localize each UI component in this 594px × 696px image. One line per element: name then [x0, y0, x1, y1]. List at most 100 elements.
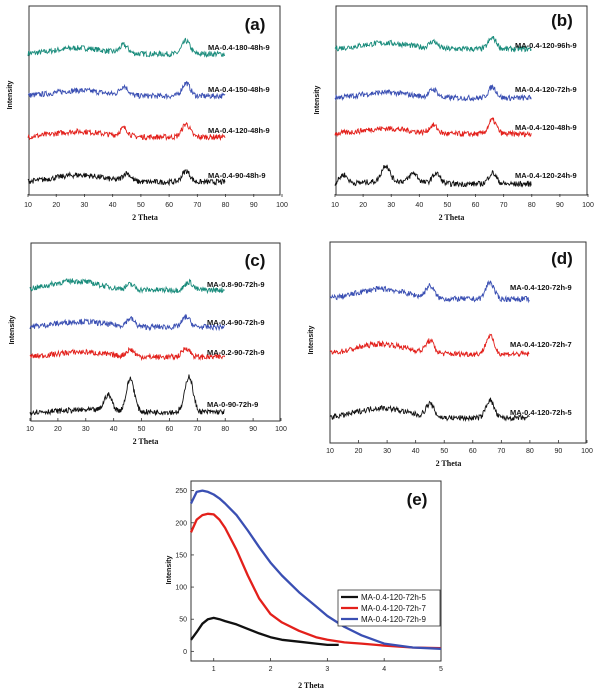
x-tick-label: 10: [331, 202, 339, 209]
xrd-panel-1: 10 20 30 40 50 60 70 80 90 100 2 Theta Intensity (a)…: [7, 5, 288, 222]
x-tick-label: 10: [326, 448, 334, 455]
xrd-panel-3: 10 20 30 40 50 60 70 80 90 100 2 Theta Intensity (c)…: [9, 242, 287, 446]
series-line: [334, 164, 532, 188]
x-tick-label: 70: [193, 426, 201, 433]
x-axis: 1 2 3 4 5: [212, 658, 443, 673]
y-tick-label: 0: [183, 649, 187, 656]
series-line: [29, 313, 226, 332]
legend-entry: MA-0.4-120-72h-7: [361, 604, 426, 613]
x-tick-label: 2: [269, 666, 273, 673]
panel-label: (e): [407, 490, 428, 509]
x-tick-label: 30: [81, 202, 89, 209]
x-tick-label: 5: [439, 666, 443, 673]
x-tick-label: 20: [52, 202, 60, 209]
series-label: MA-0.4-150-48h-9: [208, 85, 270, 94]
x-tick-label: 100: [581, 448, 593, 455]
y-tick-label: 100: [175, 585, 187, 592]
series-label: MA-0.4-120-24h-9: [515, 171, 577, 180]
series-line: [27, 168, 226, 187]
x-tick-label: 60: [166, 426, 174, 433]
x-tick-label: 80: [221, 426, 229, 433]
x-tick-label: 50: [138, 426, 146, 433]
y-axis-label: Intensity: [166, 556, 173, 585]
series-label: MA-0.4-120-72h-9: [510, 283, 572, 292]
x-tick-label: 90: [249, 426, 257, 433]
x-axis-label: 2 Theta: [436, 459, 462, 468]
panel-label: (d): [551, 249, 573, 268]
series-line: [29, 277, 225, 295]
legend: MA-0.4-120-72h-5 MA-0.4-120-72h-7 MA-0.4-1…: [337, 589, 441, 627]
x-tick-label: 60: [165, 202, 173, 209]
panel-label: (c): [245, 251, 266, 270]
x-axis-label: 2 Theta: [439, 213, 465, 222]
series-label: MA-0.4-120-72h-5: [510, 408, 572, 417]
x-tick-label: 80: [222, 202, 230, 209]
series-label: MA-0.2-90-72h-9: [207, 348, 265, 357]
y-axis: 0 50 100 150 200 250: [175, 488, 194, 656]
x-tick-label: 100: [582, 202, 594, 209]
series-line: [29, 346, 226, 362]
y-tick-label: 150: [175, 552, 187, 559]
x-tick-label: 70: [193, 202, 201, 209]
x-tick-label: 40: [109, 202, 117, 209]
series-label: MA-0.4-120-72h-7: [510, 340, 572, 349]
x-axis-label: 2 Theta: [133, 437, 159, 446]
y-axis-label: Intensity: [314, 86, 321, 115]
x-tick-label: 50: [440, 448, 448, 455]
x-axis: 10 20 30 40 50 60 70 80 90 100: [24, 194, 288, 209]
x-axis: 10 20 30 40 50 60 70 80 90 100: [326, 440, 593, 455]
x-tick-label: 70: [497, 448, 505, 455]
xrd-panel-4: 10 20 30 40 50 60 70 80 90 100 2 Theta Intensity (d)…: [308, 241, 593, 468]
series-label: MA-0.4-120-48h-9: [208, 126, 270, 135]
y-axis-label: Intensity: [7, 81, 14, 110]
series-line: [329, 397, 530, 422]
panel-frame: [335, 5, 588, 196]
x-tick-label: 60: [469, 448, 477, 455]
y-tick-label: 250: [175, 488, 187, 495]
panel-frame: [190, 480, 442, 662]
series-line: [329, 279, 530, 304]
x-tick-label: 30: [82, 426, 90, 433]
series-line: [334, 117, 532, 138]
x-tick-label: 60: [472, 202, 480, 209]
x-tick-label: 100: [276, 202, 288, 209]
series-label: MA-0.4-180-48h-9: [208, 43, 270, 52]
x-tick-label: 70: [500, 202, 508, 209]
x-tick-label: 40: [110, 426, 118, 433]
x-tick-label: 20: [359, 202, 367, 209]
series-label: MA-0.4-120-96h-9: [515, 41, 577, 50]
series-line: [334, 83, 532, 102]
series-label: MA-0.4-90-48h-9: [208, 171, 266, 180]
x-tick-label: 40: [415, 202, 423, 209]
series-line: [329, 333, 530, 358]
panel-label: (a): [245, 15, 266, 34]
panel-frame: [28, 5, 281, 196]
x-tick-label: 90: [555, 448, 563, 455]
series-line: [334, 36, 532, 53]
series-label: MA-0.8-90-72h-9: [207, 280, 265, 289]
x-axis-label: 2 Theta: [298, 681, 324, 690]
panel-frame: [30, 242, 281, 422]
y-axis-label: Intensity: [308, 326, 315, 355]
x-tick-label: 1: [212, 666, 216, 673]
panel-frame: [329, 241, 587, 444]
series-line: [190, 616, 339, 647]
series-line: [29, 374, 225, 417]
series-label: MA-0.4-90-72h-9: [207, 318, 265, 327]
y-axis-label: Intensity: [9, 316, 16, 345]
x-axis: 10 20 30 40 50 60 70 80 90 100: [331, 194, 594, 209]
series-label: MA-0-90-72h-9: [207, 400, 258, 409]
y-tick-label: 50: [179, 617, 187, 624]
x-tick-label: 90: [250, 202, 258, 209]
y-tick-label: 200: [175, 520, 187, 527]
x-tick-label: 80: [526, 448, 534, 455]
x-tick-label: 20: [54, 426, 62, 433]
x-tick-label: 10: [26, 426, 34, 433]
x-tick-label: 3: [325, 666, 329, 673]
x-tick-label: 4: [382, 666, 386, 673]
x-tick-label: 90: [556, 202, 564, 209]
legend-entry: MA-0.4-120-72h-5: [361, 593, 426, 602]
series-label: MA-0.4-120-48h-9: [515, 123, 577, 132]
xrd-panel-2: 10 20 30 40 50 60 70 80 90 100 2 Theta Intensity (b)…: [314, 5, 594, 222]
